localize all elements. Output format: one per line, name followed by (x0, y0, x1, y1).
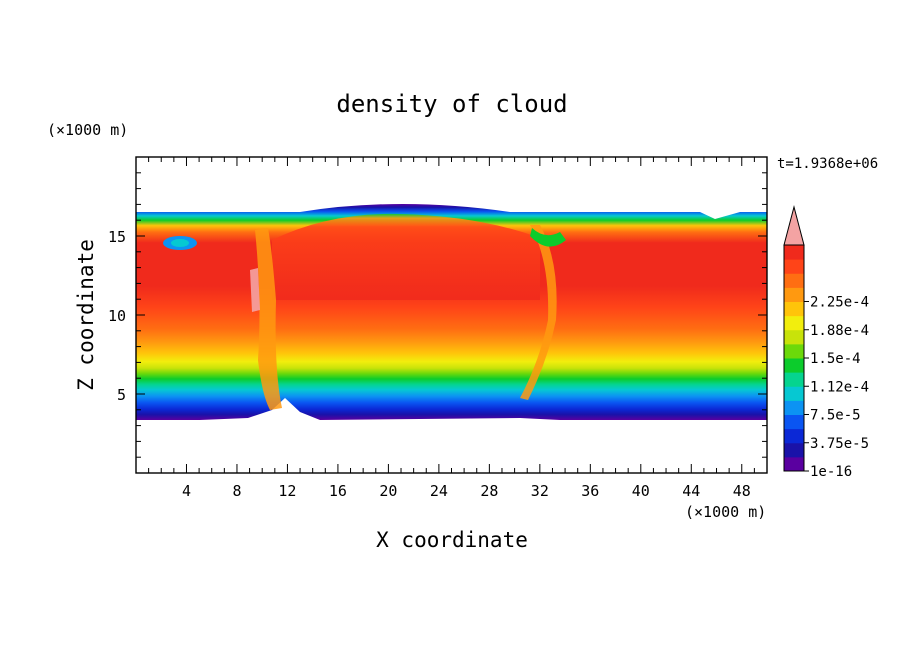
x-tick-label: 32 (531, 482, 549, 500)
colorbar-label: 1e-16 (810, 464, 852, 480)
x-tick-label: 24 (430, 482, 448, 500)
colorbar-label: 1.12e-4 (810, 379, 869, 395)
x-tick-label: 36 (581, 482, 599, 500)
turbulent-column-core (250, 268, 260, 312)
colorbar-swatch (784, 428, 804, 444)
colorbar-swatch (784, 456, 804, 472)
x-axis-label: X coordinate (376, 528, 528, 552)
colorbar-label: 2.25e-4 (810, 295, 869, 311)
colorbar-label: 7.5e-5 (810, 408, 861, 424)
y-tick-label: 10 (108, 307, 126, 325)
y-unit-label: (×1000 m) (47, 121, 128, 139)
y-tick-label: 5 (117, 386, 126, 404)
colorbar-swatch (784, 442, 804, 458)
colorbar-overflow-arrow (783, 205, 805, 246)
colorbar-swatch (784, 372, 804, 387)
colorbar-swatch (784, 301, 804, 317)
x-tick-label: 8 (232, 482, 241, 500)
x-tick-label: 4 (182, 482, 191, 500)
x-tick-label: 44 (682, 482, 700, 500)
colorbar: 1e-16 3.75e-5 7.5e-5 1.12e-4 1.5e-4 1.88e-4 2.… (783, 205, 869, 480)
x-tick-label: 16 (329, 482, 347, 500)
colorbar-label: 1.5e-4 (810, 351, 861, 367)
colorbar-swatch (784, 386, 804, 401)
colorbar-swatch (784, 414, 804, 430)
slanted-interface-crest (530, 228, 566, 247)
y-axis-ticks: 5 10 15 (108, 172, 767, 458)
cloud-blob-core (171, 239, 189, 247)
colorbar-swatch (784, 245, 804, 260)
colorbar-swatch (784, 329, 804, 345)
colorbar-label: 1.88e-4 (810, 323, 869, 339)
colorbar-label: 3.75e-5 (810, 436, 869, 452)
x-tick-label: 20 (379, 482, 397, 500)
colorbar-swatch (784, 358, 804, 373)
cloud-dome (272, 213, 540, 300)
x-tick-label: 12 (278, 482, 296, 500)
colorbar-swatch (784, 273, 804, 288)
chart-title: density of cloud (336, 90, 567, 118)
y-axis-label: Z coordinate (74, 239, 98, 391)
slanted-interface (520, 225, 557, 400)
time-label: t=1.9368e+06 (777, 156, 878, 172)
x-tick-label: 40 (632, 482, 650, 500)
colorbar-swatch (784, 400, 804, 415)
turbulent-column (255, 228, 282, 410)
x-axis-ticks: 4 8 12 16 20 24 28 32 36 40 44 48 (148, 157, 755, 500)
colorbar-swatch (784, 287, 804, 302)
colorbar-swatch (784, 315, 804, 331)
y-tick-label: 15 (108, 228, 126, 246)
colorbar-swatch (784, 259, 804, 274)
x-tick-label: 48 (733, 482, 751, 500)
x-unit-label: (×1000 m) (685, 503, 766, 521)
x-tick-label: 28 (480, 482, 498, 500)
cloud-density-field (136, 204, 767, 420)
colorbar-swatch (784, 343, 804, 359)
